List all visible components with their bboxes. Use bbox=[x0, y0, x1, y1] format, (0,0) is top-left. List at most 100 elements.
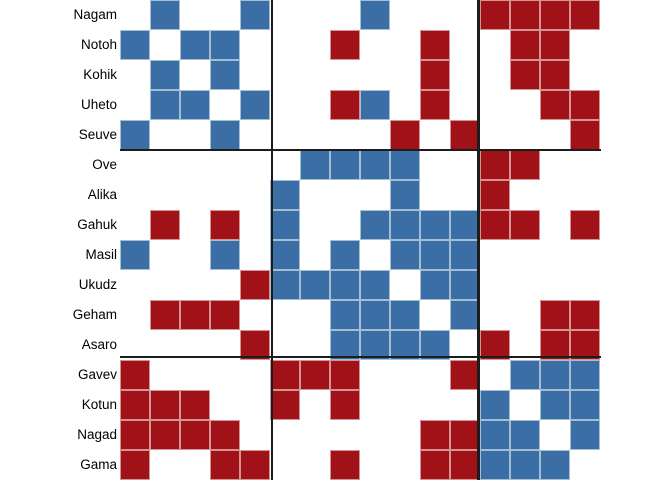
matrix-cell-within-cluster bbox=[510, 420, 540, 450]
matrix-cell-within-cluster bbox=[420, 210, 450, 240]
matrix-cell-between-cluster bbox=[510, 30, 540, 60]
matrix-cell-between-cluster bbox=[120, 420, 150, 450]
matrix-cell-between-cluster bbox=[420, 90, 450, 120]
row-label: Kotun bbox=[81, 397, 117, 412]
matrix-cell-within-cluster bbox=[120, 120, 150, 150]
matrix-cell-within-cluster bbox=[390, 240, 420, 270]
matrix-cell-within-cluster bbox=[150, 90, 180, 120]
cluster-divider-horizontal-2 bbox=[120, 355, 601, 358]
row-label: Kohik bbox=[83, 67, 117, 82]
matrix-cell-between-cluster bbox=[540, 30, 570, 60]
matrix-cell-between-cluster bbox=[420, 420, 450, 450]
cluster-divider-vertical-1 bbox=[270, 0, 273, 480]
matrix-cell-within-cluster bbox=[360, 270, 390, 300]
matrix-cell-between-cluster bbox=[480, 330, 510, 360]
matrix-cell-between-cluster bbox=[180, 300, 210, 330]
matrix-cell-within-cluster bbox=[480, 390, 510, 420]
matrix-cell-within-cluster bbox=[390, 300, 420, 330]
matrix-cell-between-cluster bbox=[480, 0, 510, 30]
cluster-divider-horizontal-1 bbox=[120, 148, 601, 151]
matrix-cell-between-cluster bbox=[570, 330, 600, 360]
row-label: Gama bbox=[80, 457, 117, 472]
matrix-cell-between-cluster bbox=[330, 450, 360, 480]
row-label: Ukudz bbox=[78, 277, 117, 292]
matrix-cell-within-cluster bbox=[360, 0, 390, 30]
matrix-cell-between-cluster bbox=[540, 0, 570, 30]
matrix-cell-between-cluster bbox=[540, 300, 570, 330]
matrix-cell-within-cluster bbox=[330, 270, 360, 300]
matrix-cell-between-cluster bbox=[510, 60, 540, 90]
matrix-cell-within-cluster bbox=[570, 390, 600, 420]
row-label: Gavev bbox=[77, 367, 117, 382]
matrix-cell-between-cluster bbox=[450, 120, 480, 150]
matrix-cell-between-cluster bbox=[570, 90, 600, 120]
matrix-cell-between-cluster bbox=[330, 360, 360, 390]
matrix-cell-between-cluster bbox=[540, 90, 570, 120]
row-label: Uheto bbox=[80, 97, 117, 112]
matrix-grid bbox=[120, 0, 600, 480]
row-label: Nagad bbox=[77, 427, 117, 442]
matrix-cell-within-cluster bbox=[510, 360, 540, 390]
matrix-cell-between-cluster bbox=[210, 450, 240, 480]
matrix-cell-between-cluster bbox=[120, 390, 150, 420]
matrix-cell-within-cluster bbox=[150, 60, 180, 90]
matrix-cell-between-cluster bbox=[570, 120, 600, 150]
row-label: Gahuk bbox=[77, 217, 117, 232]
matrix-cell-between-cluster bbox=[150, 390, 180, 420]
matrix-cell-within-cluster bbox=[420, 330, 450, 360]
matrix-cell-between-cluster bbox=[210, 300, 240, 330]
matrix-cell-within-cluster bbox=[390, 180, 420, 210]
matrix-cell-within-cluster bbox=[330, 300, 360, 330]
matrix-cell-within-cluster bbox=[510, 450, 540, 480]
matrix-cell-between-cluster bbox=[180, 420, 210, 450]
matrix-cell-between-cluster bbox=[210, 420, 240, 450]
matrix-cell-within-cluster bbox=[270, 240, 300, 270]
matrix-cell-between-cluster bbox=[240, 330, 270, 360]
matrix-cell-within-cluster bbox=[420, 270, 450, 300]
matrix-cell-within-cluster bbox=[120, 240, 150, 270]
matrix-cell-within-cluster bbox=[330, 150, 360, 180]
matrix-cell-between-cluster bbox=[570, 300, 600, 330]
matrix-cell-within-cluster bbox=[210, 120, 240, 150]
row-labels: Nagam Notoh Kohik Uheto Seuve Ove Alika Gahuk Ma… bbox=[0, 0, 117, 480]
matrix-cell-between-cluster bbox=[150, 300, 180, 330]
matrix-cell-between-cluster bbox=[450, 360, 480, 390]
matrix-cell-between-cluster bbox=[480, 180, 510, 210]
row-label: Ove bbox=[92, 157, 117, 172]
matrix-cell-within-cluster bbox=[180, 90, 210, 120]
matrix-cell-within-cluster bbox=[300, 270, 330, 300]
matrix-cell-within-cluster bbox=[120, 30, 150, 60]
matrix-cell-between-cluster bbox=[510, 0, 540, 30]
row-label: Notoh bbox=[80, 37, 117, 52]
matrix-cell-within-cluster bbox=[360, 210, 390, 240]
matrix-cell-between-cluster bbox=[540, 330, 570, 360]
matrix-cell-between-cluster bbox=[300, 360, 330, 390]
matrix-cell-within-cluster bbox=[420, 240, 450, 270]
matrix-cell-within-cluster bbox=[570, 360, 600, 390]
matrix-cell-between-cluster bbox=[480, 210, 510, 240]
matrix-cell-within-cluster bbox=[270, 210, 300, 240]
matrix-cell-between-cluster bbox=[570, 0, 600, 30]
matrix-cell-within-cluster bbox=[240, 90, 270, 120]
matrix-cell-within-cluster bbox=[360, 330, 390, 360]
matrix-cell-between-cluster bbox=[270, 360, 300, 390]
matrix-cell-between-cluster bbox=[120, 360, 150, 390]
row-label: Seuve bbox=[78, 127, 117, 142]
matrix-cell-between-cluster bbox=[450, 450, 480, 480]
matrix-cell-between-cluster bbox=[450, 420, 480, 450]
row-label: Alika bbox=[87, 187, 117, 202]
matrix-cell-between-cluster bbox=[240, 270, 270, 300]
matrix-cell-within-cluster bbox=[570, 420, 600, 450]
row-label: Geham bbox=[72, 307, 117, 322]
matrix-cell-within-cluster bbox=[450, 270, 480, 300]
matrix-cell-within-cluster bbox=[390, 150, 420, 180]
matrix-cell-within-cluster bbox=[210, 30, 240, 60]
matrix-cell-between-cluster bbox=[480, 150, 510, 180]
matrix-cell-between-cluster bbox=[390, 120, 420, 150]
matrix-cell-within-cluster bbox=[480, 450, 510, 480]
matrix-cell-within-cluster bbox=[360, 150, 390, 180]
matrix-cell-within-cluster bbox=[270, 180, 300, 210]
matrix-cell-within-cluster bbox=[210, 60, 240, 90]
matrix-cell-between-cluster bbox=[150, 420, 180, 450]
